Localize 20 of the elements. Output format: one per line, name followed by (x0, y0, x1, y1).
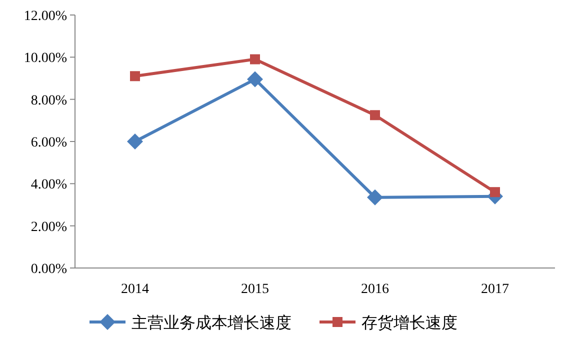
legend-label: 主营业务成本增长速度 (132, 313, 292, 332)
y-tick-label: 8.00% (30, 93, 68, 108)
x-tick-label: 2017 (481, 282, 509, 297)
y-tick-label: 0.00% (30, 262, 68, 277)
point (367, 189, 383, 206)
point (130, 71, 140, 82)
y-tick-label: 6.00% (30, 136, 68, 150)
x-tick-label: 2014 (121, 282, 149, 297)
point (490, 187, 500, 198)
y-tick-label: 4.00% (30, 178, 68, 193)
legend-label: 存货增长速度 (362, 313, 458, 332)
point (247, 71, 263, 88)
point (370, 110, 380, 120)
y-tick-label: 12.00% (24, 9, 68, 24)
x-tick-label: 2015 (241, 282, 269, 297)
x-tick-label: 2016 (361, 282, 389, 297)
y-tick-label: 2.00% (30, 220, 68, 235)
point (250, 54, 260, 64)
point (127, 134, 143, 150)
y-tick-label: 10.00% (24, 51, 68, 66)
